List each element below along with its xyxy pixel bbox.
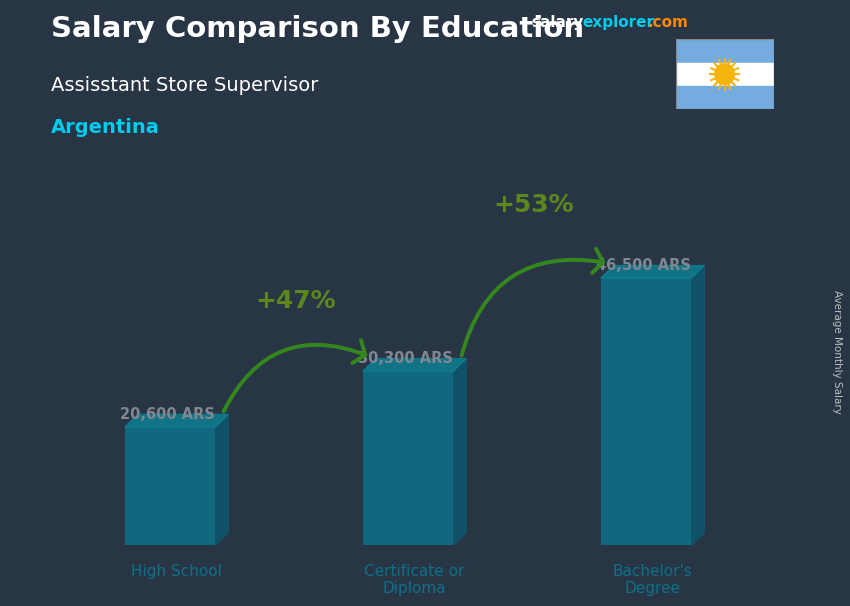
Text: Assisstant Store Supervisor: Assisstant Store Supervisor <box>51 76 319 95</box>
Text: salary: salary <box>531 15 584 30</box>
Text: 20,600 ARS: 20,600 ARS <box>120 407 215 422</box>
Text: +47%: +47% <box>255 289 336 313</box>
Text: +53%: +53% <box>493 193 574 217</box>
Polygon shape <box>363 359 467 371</box>
Text: High School: High School <box>131 564 222 579</box>
Bar <box>676 39 774 62</box>
Bar <box>363 371 453 545</box>
FancyArrowPatch shape <box>224 340 366 411</box>
Text: Certificate or
Diploma: Certificate or Diploma <box>365 564 465 596</box>
Bar <box>676 62 774 86</box>
FancyArrowPatch shape <box>462 249 604 356</box>
Text: 30,300 ARS: 30,300 ARS <box>358 351 453 366</box>
Polygon shape <box>691 265 705 545</box>
Circle shape <box>715 64 734 85</box>
Text: Average Monthly Salary: Average Monthly Salary <box>832 290 842 413</box>
Text: explorer: explorer <box>582 15 654 30</box>
Polygon shape <box>125 415 229 427</box>
Bar <box>601 278 691 545</box>
Polygon shape <box>215 415 229 545</box>
Bar <box>125 427 215 545</box>
Text: Argentina: Argentina <box>51 118 160 137</box>
Text: Salary Comparison By Education: Salary Comparison By Education <box>51 15 584 43</box>
Text: Bachelor's
Degree: Bachelor's Degree <box>613 564 693 596</box>
Bar <box>676 86 774 109</box>
Text: .com: .com <box>648 15 689 30</box>
Text: 46,500 ARS: 46,500 ARS <box>596 258 691 273</box>
Polygon shape <box>453 359 467 545</box>
Polygon shape <box>601 265 705 278</box>
